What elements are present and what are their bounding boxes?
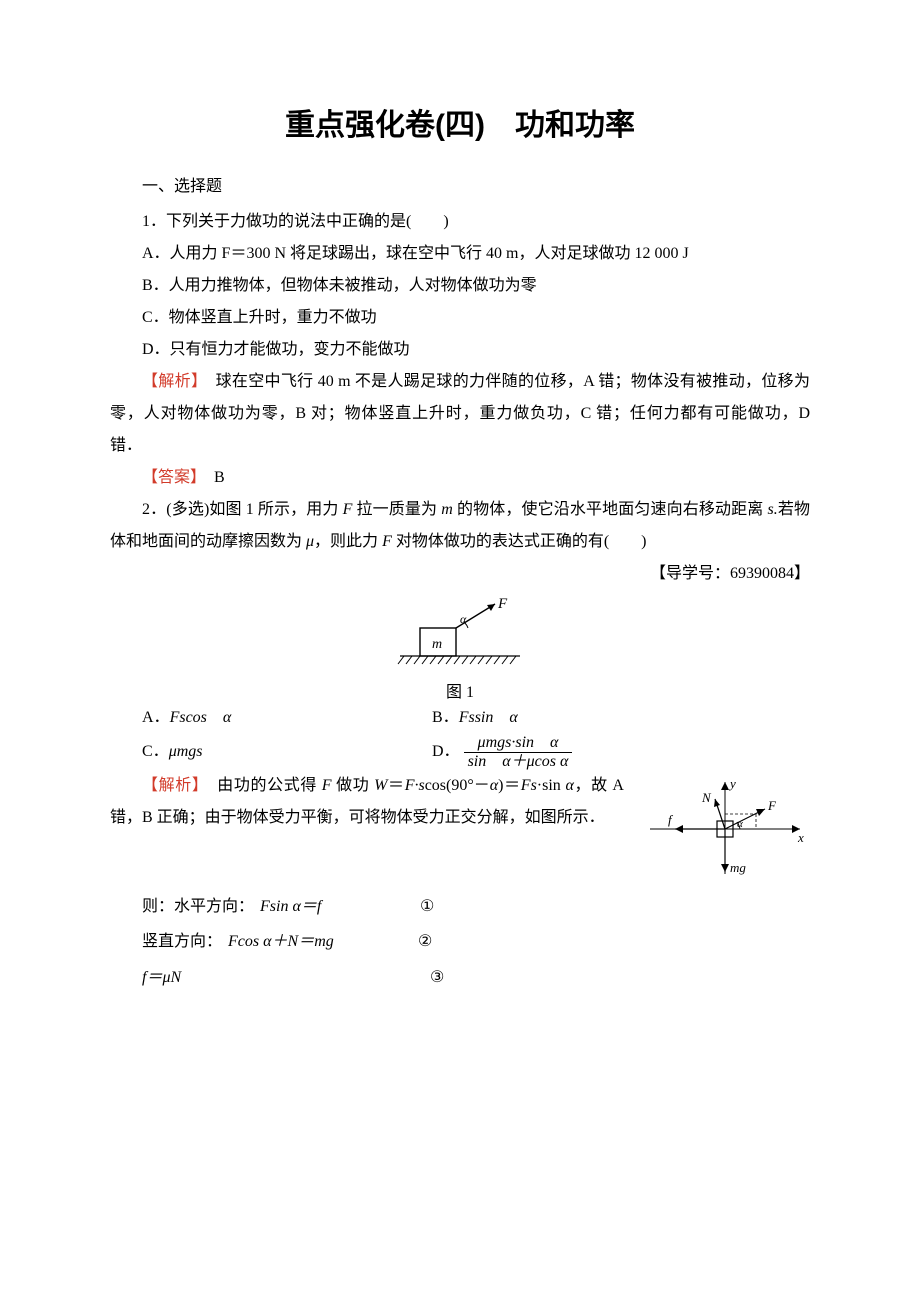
svg-text:x: x bbox=[797, 830, 804, 845]
q2-option-b: B．Fssin α bbox=[432, 702, 810, 734]
q2-option-c: C．μmgs bbox=[110, 736, 432, 768]
fig1-m-label: m bbox=[432, 637, 442, 652]
q1-analysis-text: 球在空中飞行 40 m 不是人踢足球的力伴随的位移，A 错；物体没有被推动，位移… bbox=[110, 373, 810, 454]
fig1-f-label: F bbox=[497, 596, 508, 612]
q1-option-b: B．人用力推物体，但物体未被推动，人对物体做功为零 bbox=[110, 270, 810, 302]
q2-options-row2: C．μmgs D． μmgs·sin α sin α＋μcos α bbox=[110, 734, 810, 770]
page-title: 重点强化卷(四) 功和功率 bbox=[110, 100, 810, 144]
q2-stem: 2．(多选)如图 1 所示，用力 F 拉一质量为 m 的物体，使它沿水平地面匀速… bbox=[110, 494, 810, 558]
q2-analysis-block: x y N F α f mg bbox=[110, 770, 810, 889]
svg-text:f: f bbox=[668, 812, 674, 827]
q1-answer-text: B bbox=[198, 469, 225, 486]
eq-line-2: 竖直方向： Fcos α＋N＝mg ② bbox=[110, 924, 810, 959]
q1-stem: 1．下列关于力做功的说法中正确的是( ) bbox=[110, 206, 810, 238]
q2-option-a: A．Fscos α bbox=[110, 702, 432, 734]
analysis-label: 【解析】 bbox=[142, 777, 201, 794]
q1-answer: 【答案】 B bbox=[110, 462, 810, 494]
q2-options-row1: A．Fscos α B．Fssin α bbox=[110, 702, 810, 734]
q2-option-d: D． μmgs·sin α sin α＋μcos α bbox=[432, 734, 810, 770]
section-header: 一、选择题 bbox=[110, 172, 810, 196]
analysis-label: 【解析】 bbox=[142, 373, 199, 390]
svg-text:α: α bbox=[737, 818, 743, 830]
figure-1: m F α 图 1 bbox=[110, 596, 810, 702]
q1-option-c: C．物体竖直上升时，重力不做功 bbox=[110, 302, 810, 334]
q1-option-a: A．人用力 F＝300 N 将足球踢出，球在空中飞行 40 m，人对足球做功 1… bbox=[110, 238, 810, 270]
q1-option-d: D．只有恒力才能做功，变力不能做功 bbox=[110, 334, 810, 366]
svg-text:N: N bbox=[701, 790, 712, 805]
eq-line-3: f＝μN ③ bbox=[110, 960, 810, 995]
svg-text:y: y bbox=[728, 776, 736, 791]
fig1-alpha-label: α bbox=[460, 612, 467, 626]
guide-number: 【导学号：69390084】 bbox=[110, 558, 810, 590]
eq-line-1: 则：水平方向： Fsin α＝f ① bbox=[110, 889, 810, 924]
figure-1-caption: 图 1 bbox=[110, 678, 810, 702]
q1-analysis: 【解析】 球在空中飞行 40 m 不是人踢足球的力伴随的位移，A 错；物体没有被… bbox=[110, 366, 810, 462]
svg-text:mg: mg bbox=[730, 860, 746, 875]
answer-label: 【答案】 bbox=[142, 469, 198, 486]
svg-text:F: F bbox=[767, 798, 777, 813]
figure-2: x y N F α f mg bbox=[640, 774, 810, 889]
